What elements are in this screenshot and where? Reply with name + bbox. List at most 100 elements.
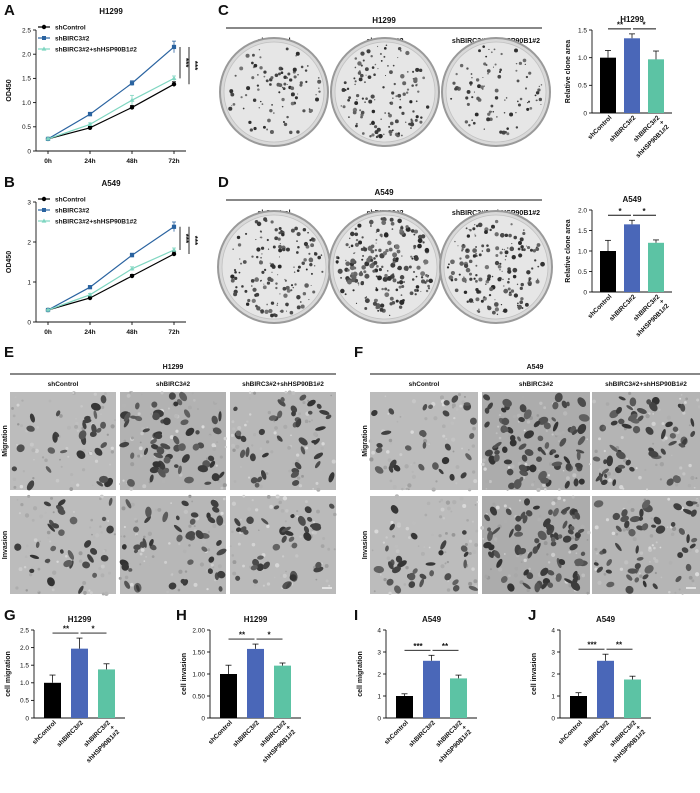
data-point xyxy=(129,253,135,258)
stained-cell xyxy=(272,543,281,551)
colony xyxy=(481,250,484,252)
colony xyxy=(472,227,476,231)
colony xyxy=(420,271,426,277)
stained-cell xyxy=(419,430,427,437)
colony xyxy=(350,231,355,237)
membrane-pore xyxy=(488,479,492,484)
x-tick-label: shBIRC3#2 xyxy=(582,719,611,748)
colony xyxy=(373,298,378,303)
colony xyxy=(450,278,454,282)
membrane-pore xyxy=(691,579,695,583)
stained-cell xyxy=(634,562,641,570)
membrane-pore xyxy=(310,419,314,422)
stained-cell xyxy=(451,395,459,403)
colony xyxy=(537,265,540,268)
colony xyxy=(475,297,480,302)
colony xyxy=(494,96,499,100)
stained-cell xyxy=(133,549,138,554)
colony xyxy=(380,118,382,120)
y-tick-label: 2.5 xyxy=(20,627,29,634)
membrane-pore xyxy=(523,429,526,432)
bar xyxy=(648,59,664,113)
membrane-pore xyxy=(616,423,620,427)
membrane-pore xyxy=(66,425,71,430)
membrane-pore xyxy=(315,578,318,581)
colony xyxy=(538,97,543,102)
membrane-pore xyxy=(249,413,252,416)
membrane-pore xyxy=(173,413,179,419)
y-tick-label: 0 xyxy=(583,289,587,296)
membrane-pore xyxy=(417,545,420,547)
colony xyxy=(378,268,382,272)
colony xyxy=(320,254,323,256)
membrane-pore xyxy=(692,582,696,587)
membrane-pore xyxy=(199,562,205,567)
colony xyxy=(286,305,288,307)
membrane-pore xyxy=(16,498,19,501)
stained-cell xyxy=(96,481,104,487)
colony xyxy=(252,98,257,102)
membrane-pore xyxy=(565,476,570,481)
colony xyxy=(279,293,281,295)
membrane-pore xyxy=(413,461,416,465)
colony xyxy=(531,267,534,270)
membrane-pore xyxy=(100,573,105,578)
membrane-pore xyxy=(138,446,143,451)
membrane-pore xyxy=(37,567,41,571)
colony xyxy=(411,257,414,260)
panel-label-h: H xyxy=(176,607,187,624)
colony xyxy=(413,229,419,234)
stained-cell xyxy=(90,402,101,411)
membrane-pore xyxy=(623,458,627,463)
membrane-pore xyxy=(528,567,531,571)
colony xyxy=(410,229,415,233)
stained-cell xyxy=(50,545,57,552)
colony xyxy=(450,270,455,276)
colony xyxy=(469,277,473,281)
membrane-pore xyxy=(193,525,196,528)
colony xyxy=(256,255,259,259)
stained-cell xyxy=(626,405,634,411)
membrane-pore xyxy=(387,458,392,462)
colony xyxy=(375,231,378,233)
colony xyxy=(502,278,504,281)
membrane-pore xyxy=(247,507,252,512)
stained-cell xyxy=(522,582,531,590)
bar xyxy=(423,660,440,718)
stained-cell xyxy=(636,407,647,414)
membrane-pore xyxy=(191,500,194,503)
micrograph xyxy=(482,392,590,490)
colony xyxy=(247,298,251,303)
membrane-pore xyxy=(670,532,675,536)
colony xyxy=(506,247,509,249)
membrane-pore xyxy=(130,436,134,440)
membrane-pore xyxy=(410,463,413,466)
membrane-pore xyxy=(88,589,91,592)
colony xyxy=(374,125,378,129)
membrane-pore xyxy=(118,576,122,580)
membrane-pore xyxy=(547,561,551,564)
membrane-pore xyxy=(218,409,222,412)
colony xyxy=(308,252,311,255)
membrane-pore xyxy=(383,578,387,582)
membrane-pore xyxy=(65,446,69,450)
stained-cell xyxy=(35,541,40,549)
colony xyxy=(494,219,499,224)
membrane-pore xyxy=(324,564,329,568)
membrane-pore xyxy=(438,500,441,503)
membrane-pore xyxy=(123,525,126,529)
colony xyxy=(516,283,519,286)
membrane-pore xyxy=(658,408,661,411)
membrane-pore xyxy=(539,514,542,518)
colony xyxy=(251,61,254,65)
colony xyxy=(427,287,431,290)
stained-cell xyxy=(537,530,547,541)
colony xyxy=(395,288,399,292)
membrane-pore xyxy=(638,572,641,575)
colony xyxy=(280,309,284,313)
membrane-pore xyxy=(547,474,551,477)
colony xyxy=(535,91,540,95)
colony xyxy=(354,232,359,237)
colony xyxy=(250,279,255,283)
membrane-pore xyxy=(273,576,276,579)
